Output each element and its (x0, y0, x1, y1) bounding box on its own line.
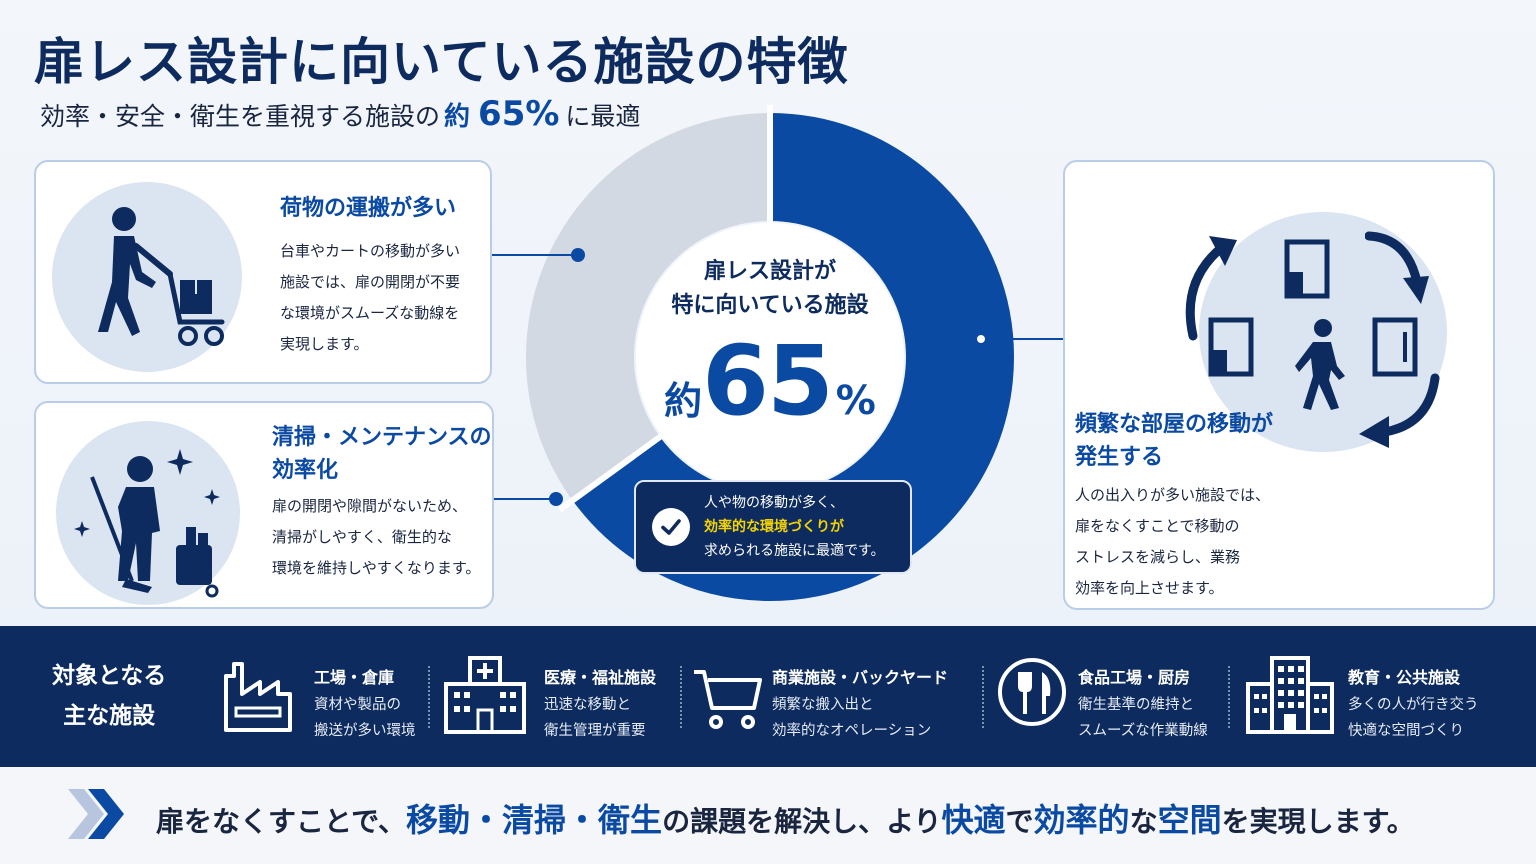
footer-part-1: 扉をなくすことで、 (156, 805, 407, 838)
callout-line-3: 求められる施設に最適です。 (704, 543, 885, 559)
separator (982, 666, 984, 728)
facility-desc-4a: 衛生基準の維持と (1078, 697, 1194, 713)
card-movement-line-1: 人の出入りが多い施設では、 (1075, 486, 1271, 504)
donut-number: 65 (702, 325, 834, 437)
facility-name-4: 食品工場・厨房 (1078, 668, 1191, 687)
connector-movement (982, 338, 1064, 340)
facilities-band: 対象となる 主な施設 工場・倉庫 資材や製品の 搬送が多い環境 医療・福祉施設 … (0, 626, 1536, 767)
donut-unit: % (835, 378, 876, 424)
connector-dot-movement (974, 332, 988, 346)
shopping-cart-icon (694, 670, 762, 729)
cleaning-person-icon (56, 421, 240, 605)
card-movement: 頻繁な部屋の移動が 発生する 人の出入りが多い施設では、 扉をなくすことで移動の… (1063, 160, 1495, 610)
connector-dot-transport (571, 248, 585, 262)
facility-name-1: 工場・倉庫 (314, 668, 395, 687)
footer-bold-4: 空間 (1157, 801, 1222, 839)
donut-hole (636, 223, 904, 491)
card-movement-line-2: 扉をなくすことで移動の (1075, 517, 1240, 535)
page-subtitle: 効率・安全・衛生を重視する施設の 約 65% に最適 (40, 94, 640, 134)
card-transport-line-3: な環境がスムーズな動線を (280, 304, 460, 322)
facility-desc-1b: 搬送が多い環境 (314, 723, 416, 739)
factory-icon (224, 662, 292, 732)
cycle-arrow-down-icon (1359, 373, 1440, 448)
footer-bold-3: 効率的 (1033, 801, 1130, 839)
footer-bold-1: 移動・清掃・衛生 (406, 801, 663, 839)
donut-percent: 約 65 % (630, 325, 910, 437)
subtitle-prefix: 効率・安全・衛生を重視する施設の (40, 102, 441, 131)
subtitle-suffix: に最適 (565, 102, 641, 131)
footer-bar: 扉をなくすことで、移動・清掃・衛生の課題を解決し、より快適で効率的な空間を実現し… (0, 767, 1536, 864)
card-cleaning-title-2: 効率化 (272, 458, 339, 483)
facilities-title-1: 対象となる (52, 663, 167, 689)
facility-desc-3a: 頻繁な搬入出と (772, 697, 874, 713)
card-movement-title-2: 発生する (1075, 445, 1164, 470)
cycle-arrow-up-icon (1185, 236, 1237, 341)
facilities-title-2: 主な施設 (63, 703, 156, 729)
double-chevron-right-icon (68, 789, 124, 839)
facility-desc-4b: スムーズな作業動線 (1078, 723, 1208, 739)
card-transport-line-2: 施設では、扉の開閉が不要 (280, 273, 461, 291)
facility-desc-1a: 資材や製品の (314, 697, 401, 713)
separator (680, 666, 682, 728)
footer-part-2: の課題を解決し、より (662, 805, 942, 838)
fork-knife-icon (998, 658, 1066, 726)
donut-heading-2: 特に向いている施設 (671, 293, 869, 318)
check-icon (652, 508, 690, 546)
card-movement-title-1: 頻繁な部屋の移動が (1075, 412, 1274, 437)
callout-line-2: 効率的な環境づくりが (704, 519, 844, 535)
footer-part-5: を実現します。 (1221, 805, 1415, 838)
subtitle-yaku: 約 (444, 102, 471, 132)
separator (428, 666, 430, 728)
card-cleaning-line-2: 清掃がしやすく、衛生的な (272, 528, 452, 546)
card-transport-line-1: 台車やカートの移動が多い (280, 242, 461, 260)
footer-message: 扉をなくすことで、移動・清掃・衛生の課題を解決し、より快適で効率的な空間を実現し… (156, 795, 1415, 841)
callout-box: 人や物の移動が多く、 効率的な環境づくりが 求められる施設に最適です。 (634, 480, 912, 574)
card-cleaning-title-1: 清掃・メンテナンスの (272, 425, 492, 450)
facility-desc-5b: 快適な空間づくり (1348, 723, 1464, 739)
facility-desc-2a: 迅速な移動と (544, 697, 631, 713)
facility-desc-5a: 多くの人が行き交う (1348, 697, 1479, 713)
footer-part-3: で (1005, 805, 1034, 838)
facility-desc-3b: 効率的なオペレーション (772, 723, 932, 739)
card-movement-line-4: 効率を向上させます。 (1075, 579, 1224, 597)
facility-name-5: 教育・公共施設 (1348, 668, 1461, 687)
building-icon (1246, 656, 1334, 734)
hospital-icon (444, 656, 526, 734)
cycle-arrow-right-icon (1365, 231, 1429, 304)
footer-bold-2: 快適 (941, 801, 1006, 839)
subtitle-percent: 65% (478, 94, 560, 134)
donut-label: 扉レス設計が 特に向いている施設 約 65 % (630, 255, 910, 437)
card-transport: 荷物の運搬が多い 台車やカートの移動が多い 施設では、扉の開閉が不要 な環境がス… (34, 160, 492, 384)
person-pushing-cart-icon (52, 182, 242, 372)
facility-desc-2b: 衛生管理が重要 (544, 723, 646, 739)
card-cleaning-line-3: 環境を維持しやすくなります。 (272, 559, 481, 577)
donut-heading-1: 扉レス設計が (703, 259, 836, 284)
card-movement-line-3: ストレスを減らし、業務 (1075, 548, 1241, 566)
connector-transport (492, 254, 578, 256)
donut-yaku: 約 (664, 379, 703, 423)
footer-part-4: な (1129, 805, 1158, 838)
card-cleaning: 清掃・メンテナンスの 効率化 扉の開閉や隙間がないため、 清掃がしやすく、衛生的… (34, 401, 494, 609)
card-transport-title: 荷物の運搬が多い (280, 196, 457, 221)
page-title: 扉レス設計に向いている施設の特徴 (34, 33, 849, 91)
facility-name-3: 商業施設・バックヤード (772, 668, 949, 687)
card-transport-line-4: 実現します。 (280, 335, 369, 353)
separator (1228, 666, 1230, 728)
connector-cleaning (494, 498, 556, 500)
connector-dot-cleaning (549, 492, 563, 506)
card-cleaning-line-1: 扉の開閉や隙間がないため、 (272, 497, 468, 515)
callout-line-1: 人や物の移動が多く、 (704, 495, 844, 511)
facility-name-2: 医療・福祉施設 (544, 668, 657, 687)
